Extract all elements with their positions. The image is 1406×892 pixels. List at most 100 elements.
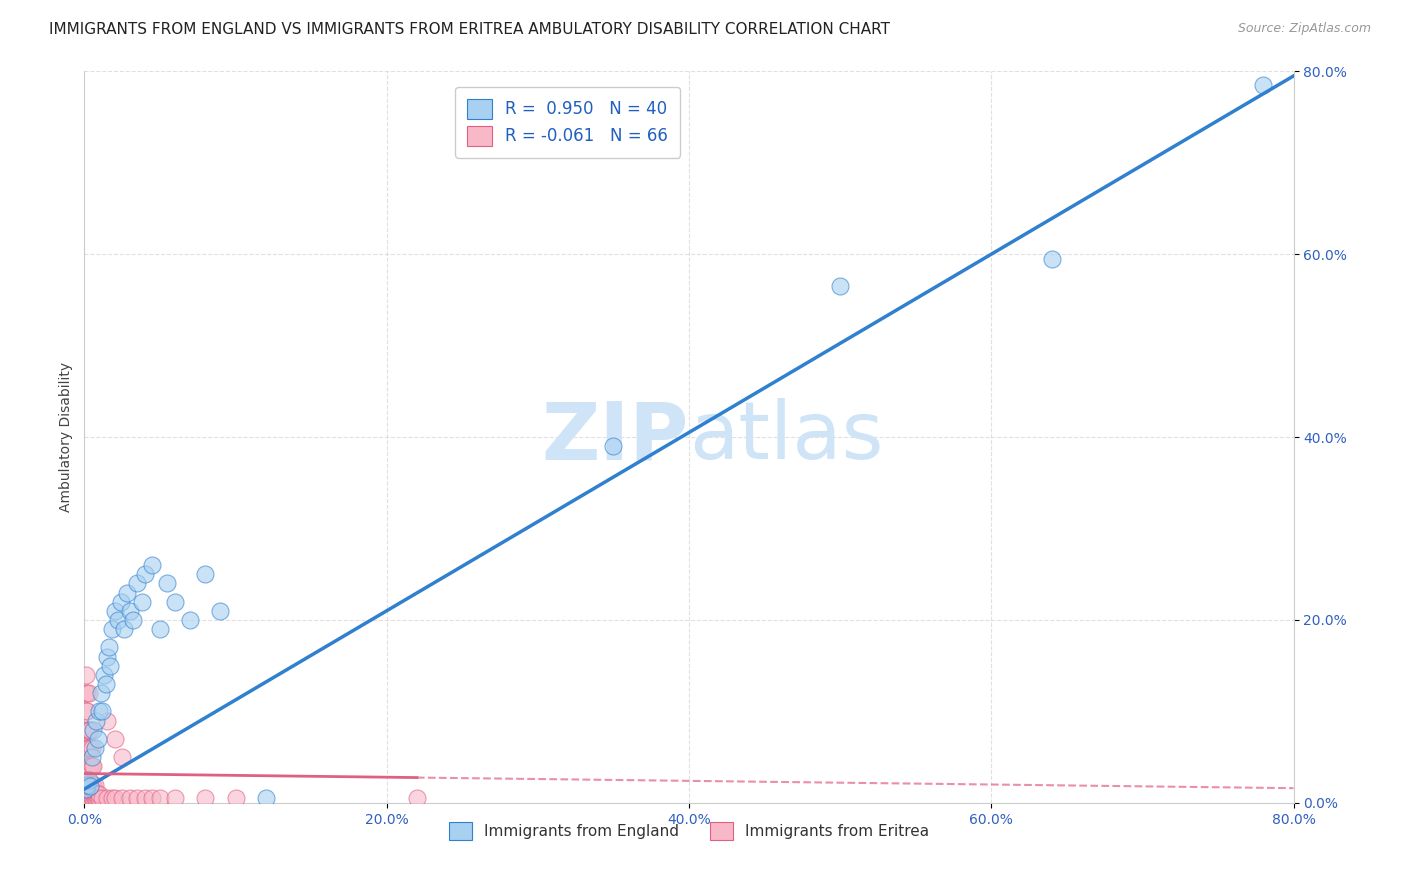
Point <box>194 567 217 582</box>
Point <box>76 787 98 801</box>
Point <box>149 791 172 805</box>
Point <box>79 740 101 755</box>
Point <box>75 787 97 801</box>
Point <box>179 613 201 627</box>
Point <box>82 787 104 801</box>
Point <box>111 791 134 805</box>
Point <box>165 594 187 608</box>
Point <box>76 778 98 792</box>
Point <box>87 787 110 801</box>
Point <box>96 649 118 664</box>
Point <box>80 750 103 764</box>
Text: ZIP: ZIP <box>541 398 689 476</box>
Point <box>84 778 107 792</box>
Point <box>77 723 100 737</box>
Point <box>112 622 135 636</box>
Point <box>80 778 103 792</box>
Point <box>86 791 108 805</box>
Point <box>82 791 104 805</box>
Point <box>77 759 100 773</box>
Point <box>76 705 98 719</box>
Point <box>225 791 247 805</box>
Point <box>110 594 132 608</box>
Point <box>111 750 134 764</box>
Point <box>89 787 111 801</box>
Point <box>254 791 277 805</box>
Point <box>76 791 98 805</box>
Point <box>830 279 852 293</box>
Point <box>75 667 97 681</box>
Point <box>90 686 112 700</box>
Point <box>75 768 97 782</box>
Point <box>89 791 111 805</box>
Point <box>79 759 101 773</box>
Point <box>96 791 118 805</box>
Point <box>89 705 111 719</box>
Y-axis label: Ambulatory Disability: Ambulatory Disability <box>59 362 73 512</box>
Text: Source: ZipAtlas.com: Source: ZipAtlas.com <box>1237 22 1371 36</box>
Point <box>134 791 156 805</box>
Point <box>93 667 115 681</box>
Point <box>84 787 107 801</box>
Point <box>104 791 127 805</box>
Point <box>77 740 100 755</box>
Point <box>82 759 104 773</box>
Point <box>121 613 143 627</box>
Point <box>76 759 98 773</box>
Point <box>77 772 100 787</box>
Point <box>104 731 127 746</box>
Point <box>100 791 122 805</box>
Point <box>141 558 163 573</box>
Point <box>118 604 141 618</box>
Point <box>91 705 114 719</box>
Point <box>79 780 101 794</box>
Point <box>84 791 107 805</box>
Point <box>80 791 103 805</box>
Point <box>406 791 429 805</box>
Point <box>79 723 101 737</box>
Point <box>91 791 114 805</box>
Point <box>75 686 97 700</box>
Point <box>75 778 97 792</box>
Point <box>76 778 98 792</box>
Point <box>1253 78 1275 92</box>
Point <box>209 604 232 618</box>
Point <box>107 613 129 627</box>
Point <box>118 791 141 805</box>
Point <box>134 567 156 582</box>
Point <box>127 791 149 805</box>
Point <box>149 622 172 636</box>
Point <box>77 778 100 792</box>
Point <box>115 585 138 599</box>
Point <box>156 576 179 591</box>
Legend: Immigrants from England, Immigrants from Eritrea: Immigrants from England, Immigrants from… <box>443 815 935 847</box>
Point <box>80 740 103 755</box>
Point <box>77 686 100 700</box>
Point <box>75 782 97 797</box>
Point <box>76 686 98 700</box>
Point <box>80 759 103 773</box>
Point <box>75 705 97 719</box>
Point <box>76 723 98 737</box>
Point <box>97 640 120 655</box>
Point <box>75 723 97 737</box>
Point <box>79 791 101 805</box>
Point <box>77 787 100 801</box>
Point <box>79 787 101 801</box>
Point <box>131 594 153 608</box>
Point <box>76 740 98 755</box>
Point <box>1040 252 1063 266</box>
Point <box>80 787 103 801</box>
Point <box>127 576 149 591</box>
Point <box>75 759 97 773</box>
Point <box>82 723 104 737</box>
Point <box>86 714 108 728</box>
Point <box>82 778 104 792</box>
Point <box>100 622 122 636</box>
Point <box>96 714 118 728</box>
Point <box>141 791 163 805</box>
Point <box>75 791 97 805</box>
Point <box>87 731 110 746</box>
Point <box>165 791 187 805</box>
Point <box>86 787 108 801</box>
